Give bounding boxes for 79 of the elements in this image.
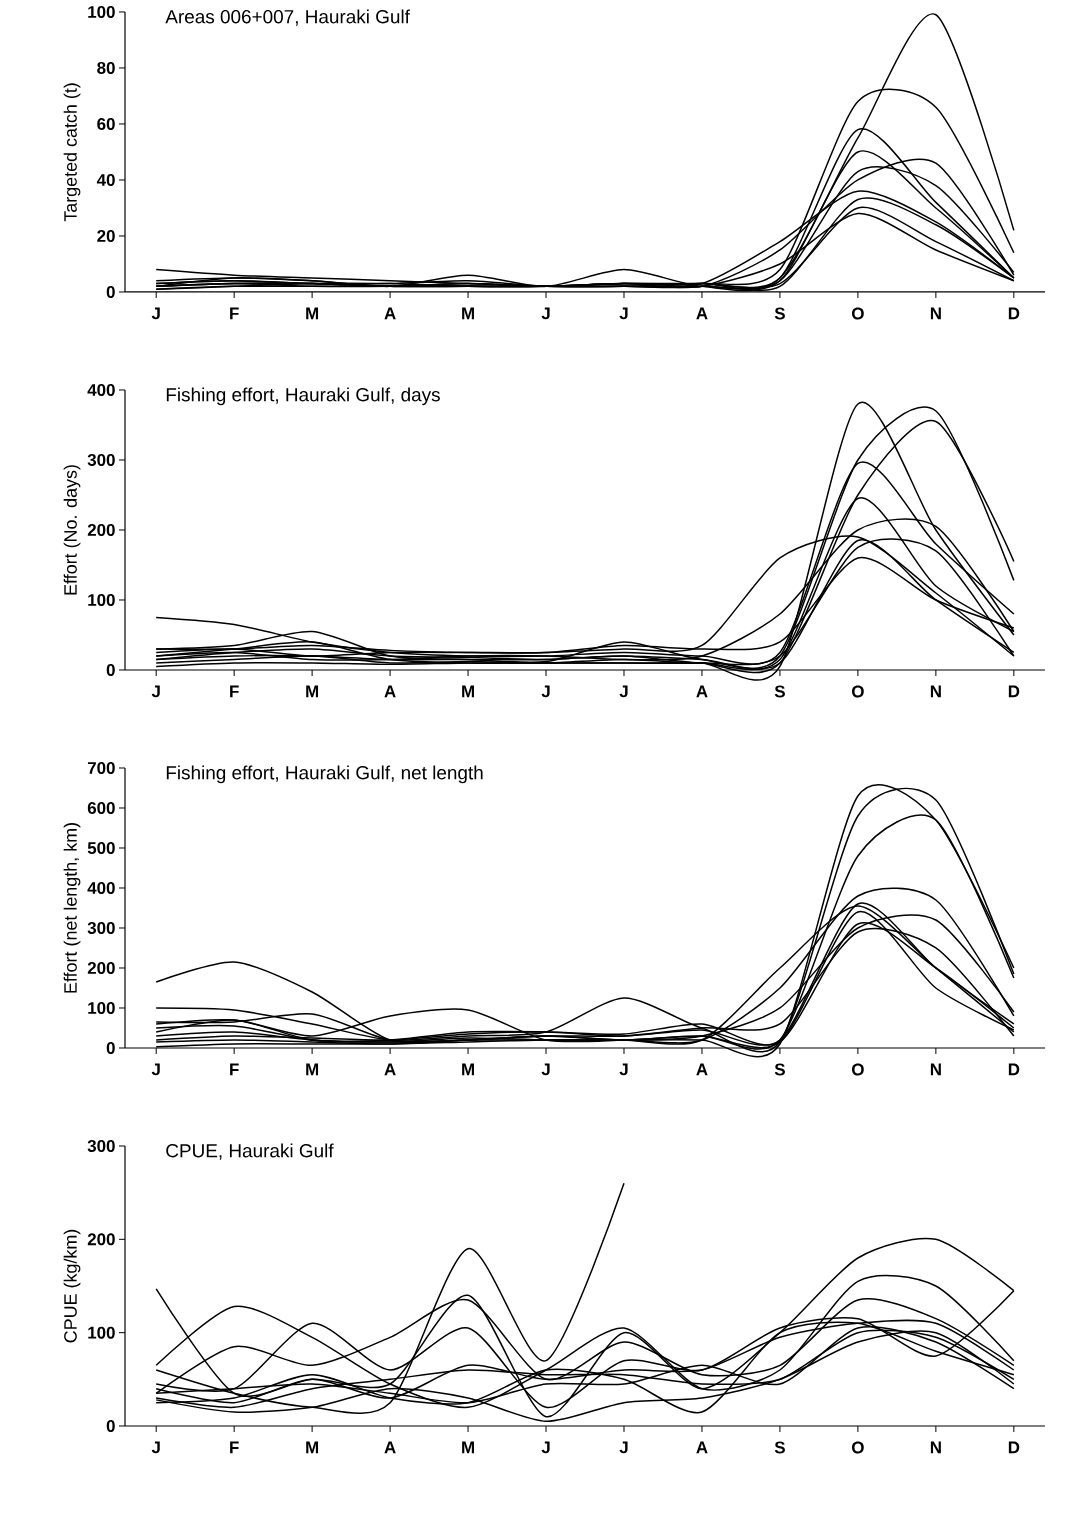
y-tick-label: 80 bbox=[97, 61, 115, 74]
x-tick-label: S bbox=[774, 685, 785, 698]
x-tick-label: D bbox=[1008, 1441, 1020, 1454]
x-tick-label: N bbox=[930, 1063, 941, 1076]
y-axis-title: CPUE (kg/km) bbox=[63, 1229, 81, 1343]
y-tick-label: 300 bbox=[87, 453, 115, 466]
y-tick-label: 60 bbox=[97, 117, 115, 130]
y-axis-title: Effort (net length, km) bbox=[63, 823, 81, 993]
x-tick-label: M bbox=[462, 1441, 474, 1454]
y-tick-label: 40 bbox=[96, 173, 115, 186]
chart-title: Fishing effort, Hauraki Gulf, net length bbox=[166, 765, 483, 784]
x-tick-label: J bbox=[151, 1063, 160, 1076]
x-tick-label: O bbox=[852, 307, 864, 320]
x-tick-label: A bbox=[696, 685, 708, 698]
y-tick-label: 0 bbox=[106, 1420, 115, 1432]
y-axis-title: Effort (No. days) bbox=[63, 465, 81, 595]
x-tick-label: D bbox=[1008, 307, 1020, 320]
x-tick-label: A bbox=[384, 307, 396, 320]
x-tick-label: A bbox=[696, 1441, 708, 1454]
x-tick-label: A bbox=[384, 1441, 396, 1454]
x-tick-label: A bbox=[696, 1063, 708, 1076]
x-tick-label: J bbox=[151, 1441, 160, 1454]
y-tick-label: 0 bbox=[106, 663, 115, 676]
x-tick-label: M bbox=[306, 1441, 319, 1454]
x-tick-label: J bbox=[619, 1063, 628, 1076]
x-tick-label: J bbox=[619, 685, 628, 698]
x-tick-label: N bbox=[930, 1441, 941, 1454]
y-tick-label: 400 bbox=[87, 383, 115, 396]
y-tick-label: 300 bbox=[87, 921, 115, 934]
x-tick-label: O bbox=[852, 685, 864, 698]
x-tick-label: S bbox=[774, 1441, 785, 1454]
y-tick-label: 100 bbox=[88, 593, 115, 606]
x-tick-label: O bbox=[852, 1441, 864, 1454]
chart-title: CPUE, Hauraki Gulf bbox=[166, 1143, 334, 1160]
x-tick-label: F bbox=[230, 307, 239, 320]
y-tick-label: 200 bbox=[87, 523, 115, 536]
y-tick-label: 300 bbox=[87, 1139, 115, 1152]
x-tick-label: J bbox=[541, 307, 550, 320]
y-tick-label: 0 bbox=[106, 1041, 115, 1054]
x-tick-label: M bbox=[462, 307, 474, 320]
x-tick-label: F bbox=[230, 685, 239, 698]
y-tick-label: 100 bbox=[88, 5, 115, 18]
x-tick-label: J bbox=[541, 685, 550, 698]
chart-title: Areas 006+007, Hauraki Gulf bbox=[165, 9, 410, 26]
x-tick-label: D bbox=[1008, 685, 1020, 698]
y-tick-label: 500 bbox=[87, 841, 115, 854]
x-tick-label: A bbox=[384, 1063, 396, 1076]
y-tick-label: 100 bbox=[88, 1326, 115, 1339]
x-tick-label: M bbox=[462, 685, 474, 698]
x-tick-label: J bbox=[151, 307, 160, 320]
y-tick-label: 700 bbox=[87, 761, 115, 774]
y-tick-label: 400 bbox=[87, 881, 115, 894]
x-tick-label: N bbox=[930, 307, 941, 320]
x-tick-label: M bbox=[462, 1063, 474, 1076]
x-tick-label: N bbox=[930, 685, 941, 698]
x-tick-label: F bbox=[230, 1441, 239, 1454]
x-tick-label: J bbox=[541, 1063, 550, 1076]
x-tick-label: M bbox=[306, 685, 319, 698]
x-tick-label: J bbox=[541, 1441, 550, 1454]
x-tick-label: J bbox=[619, 1441, 628, 1454]
x-tick-label: M bbox=[306, 1063, 319, 1076]
x-tick-label: O bbox=[852, 1063, 864, 1076]
x-tick-label: A bbox=[696, 307, 708, 320]
x-tick-label: S bbox=[774, 307, 785, 320]
y-tick-label: 200 bbox=[87, 961, 115, 974]
y-tick-label: 0 bbox=[106, 285, 115, 298]
y-tick-label: 20 bbox=[97, 229, 115, 242]
x-tick-label: J bbox=[619, 307, 628, 320]
x-tick-label: F bbox=[230, 1063, 239, 1076]
y-tick-label: 100 bbox=[88, 1001, 115, 1014]
x-tick-label: J bbox=[151, 685, 160, 698]
chart-title: Fishing effort, Hauraki Gulf, days bbox=[166, 387, 440, 406]
y-tick-label: 200 bbox=[87, 1233, 115, 1246]
x-tick-label: D bbox=[1008, 1063, 1020, 1076]
y-axis-title: Targeted catch (t) bbox=[63, 83, 81, 222]
x-tick-label: A bbox=[384, 685, 396, 698]
y-tick-label: 600 bbox=[87, 801, 115, 814]
x-tick-label: S bbox=[774, 1063, 785, 1076]
x-tick-label: M bbox=[306, 307, 319, 320]
